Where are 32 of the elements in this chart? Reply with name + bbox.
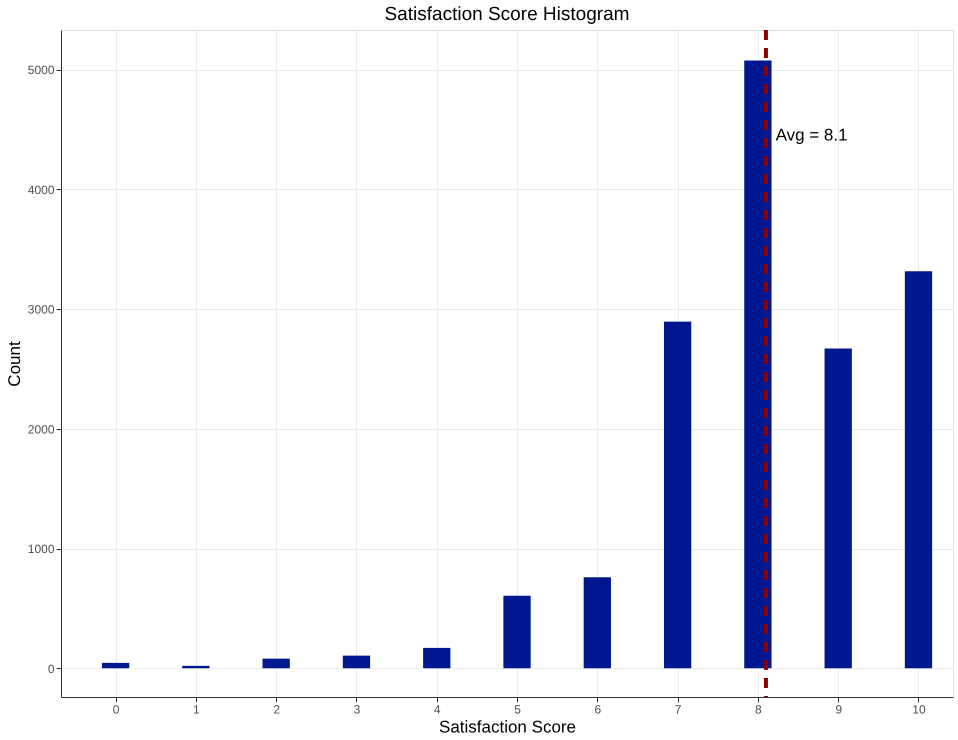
x-tick-label: 1 bbox=[193, 702, 200, 716]
bar bbox=[664, 322, 692, 668]
y-tick-label: 3000 bbox=[28, 302, 55, 317]
x-tick-label: 2 bbox=[273, 702, 280, 716]
x-tick-label: 3 bbox=[354, 702, 361, 716]
x-tick-label: 8 bbox=[755, 702, 762, 716]
y-tick-label: 2000 bbox=[28, 422, 55, 436]
x-tick-label: 7 bbox=[674, 702, 682, 716]
bar bbox=[503, 596, 531, 668]
bar bbox=[102, 662, 130, 668]
y-tick-label: 1000 bbox=[28, 542, 55, 556]
x-tick-label: 5 bbox=[514, 702, 522, 716]
x-tick-label: 9 bbox=[835, 702, 842, 716]
x-tick-label: 6 bbox=[594, 702, 602, 716]
x-tick-label: 10 bbox=[912, 702, 926, 716]
x-tick-label: 0 bbox=[112, 702, 120, 716]
bar bbox=[342, 656, 370, 668]
x-axis-title: Satisfaction Score bbox=[438, 718, 576, 736]
y-tick-label: 0 bbox=[48, 662, 55, 676]
y-axis-title: Count bbox=[4, 341, 24, 387]
chart-title: Satisfaction Score Histogram bbox=[384, 4, 630, 25]
bar bbox=[904, 271, 932, 668]
y-tick-label: 4000 bbox=[28, 182, 55, 197]
bar bbox=[262, 658, 290, 668]
annotation: Avg = 8.1 bbox=[776, 125, 848, 144]
bar bbox=[182, 666, 210, 668]
bar bbox=[824, 348, 852, 668]
x-tick-label: 4 bbox=[434, 702, 441, 716]
y-tick-label: 5000 bbox=[28, 63, 55, 78]
bar bbox=[584, 577, 611, 668]
bar bbox=[744, 60, 772, 668]
bar bbox=[423, 648, 450, 668]
